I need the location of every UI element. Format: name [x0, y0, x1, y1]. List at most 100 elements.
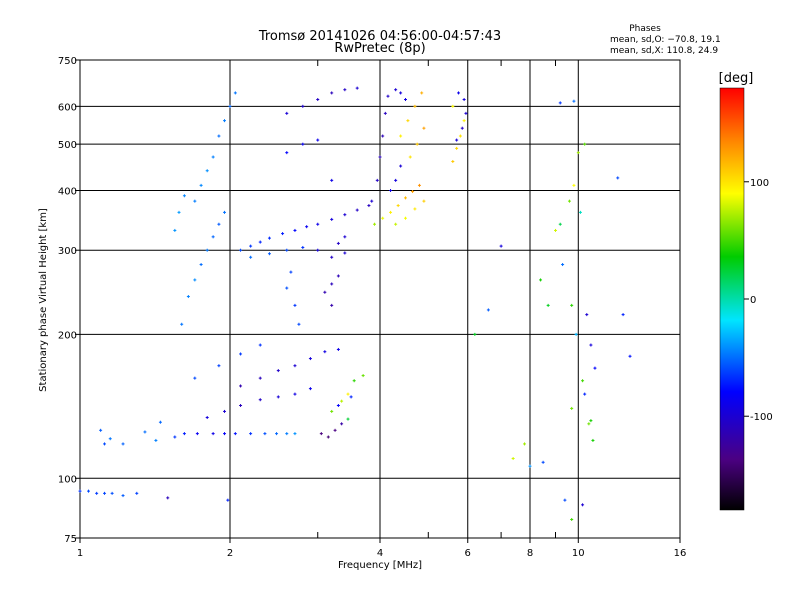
scatter-point [258, 240, 262, 244]
scatter-point [422, 199, 426, 203]
y-tick-label: 75 [64, 534, 77, 545]
scatter-point [258, 398, 262, 402]
scatter-point [186, 295, 190, 299]
scatter-point [293, 303, 297, 307]
scatter-point [173, 228, 177, 232]
scatter-point [574, 332, 578, 336]
scatter-point [336, 347, 340, 351]
scatter-point [336, 241, 340, 245]
scatter-point [233, 91, 237, 95]
scatter-point [340, 399, 344, 403]
scatter-point [406, 119, 410, 123]
scatter-point [394, 88, 398, 92]
scatter-point [336, 274, 340, 278]
scatter-point [370, 199, 374, 203]
scatter-point [285, 151, 289, 155]
x-tick-label: 10 [572, 548, 585, 559]
scatter-point [616, 176, 620, 180]
phase-box-x-line: mean, sd,X: 110.8, 24.9 [610, 46, 718, 56]
scatter-point [239, 384, 243, 388]
chart-subtitle: RwPretec (8p) [334, 41, 425, 56]
scatter-point [333, 428, 337, 432]
scatter-point [211, 432, 215, 436]
scatter-point [330, 91, 334, 95]
scatter-point [403, 98, 407, 102]
scatter-point [330, 282, 334, 286]
y-tick-label: 500 [58, 140, 77, 151]
scatter-point [567, 199, 571, 203]
colorbar-tick-label: -100 [750, 412, 773, 423]
scatter-point [323, 290, 327, 294]
scatter-point [223, 210, 227, 214]
phase-box-o-line: mean, sd,O: −70.8, 19.1 [610, 35, 721, 45]
y-tick-label: 750 [58, 56, 77, 67]
y-tick-label: 100 [58, 474, 77, 485]
scatter-point [223, 119, 227, 123]
scatter-point [457, 91, 461, 95]
scatter-point [78, 489, 82, 493]
scatter-point [563, 498, 567, 502]
scatter-point [143, 430, 147, 434]
scatter-point [581, 379, 585, 383]
scatter-point [462, 119, 466, 123]
chart-title: Tromsø 20141026 04:56:00-04:57:43 [258, 29, 501, 44]
scatter-point [570, 406, 574, 410]
scatter-point [464, 111, 468, 115]
colorbar-gradient [719, 87, 745, 511]
scatter-point [373, 222, 377, 226]
scatter-point [396, 204, 400, 208]
scatter-point [330, 178, 334, 182]
scatter-point [195, 432, 199, 436]
scatter-point [293, 432, 297, 436]
scatter-point [499, 244, 503, 248]
scatter-point [343, 88, 347, 92]
x-tick-label: 6 [465, 548, 471, 559]
scatter-point [276, 395, 280, 399]
scatter-point [403, 216, 407, 220]
x-tick-label: 16 [674, 548, 687, 559]
scatter-point [343, 251, 347, 255]
scatter-point [217, 134, 221, 138]
scatter-point [316, 138, 320, 142]
scatter-point [455, 138, 459, 142]
scatter-point [285, 432, 289, 436]
scatter-point [528, 464, 532, 468]
scatter-point [301, 245, 305, 249]
scatter-point [316, 98, 320, 102]
scatter-point [95, 491, 99, 495]
scatter-point [340, 422, 344, 426]
scatter-point [233, 432, 237, 436]
scatter-point [383, 111, 387, 115]
scatter-point [572, 99, 576, 103]
scatter-point [293, 392, 297, 396]
scatter-point [193, 376, 197, 380]
x-tick-label: 8 [527, 548, 533, 559]
scatter-point [511, 456, 515, 460]
scatter-point [539, 278, 543, 282]
scatter-point [308, 357, 312, 361]
scatter-point [399, 91, 403, 95]
data-points [78, 86, 632, 521]
x-axis-label: Frequency [MHz] [338, 560, 422, 571]
scatter-point [205, 169, 209, 173]
scatter-point [561, 263, 565, 267]
scatter-point [570, 517, 574, 521]
scatter-point [403, 196, 407, 200]
scatter-point [589, 419, 593, 423]
scatter-point [285, 111, 289, 115]
scatter-point [182, 194, 186, 198]
scatter-point [330, 255, 334, 259]
scatter-point [473, 332, 477, 336]
colorbar-label: [deg] [719, 71, 754, 86]
scatter-point [458, 134, 462, 138]
scatter-point [166, 496, 170, 500]
scatter-point [217, 222, 221, 226]
scatter-point [289, 270, 293, 274]
scatter-point [177, 210, 181, 214]
scatter-point [378, 155, 382, 159]
x-tick-label: 1 [77, 548, 83, 559]
scatter-point [583, 142, 587, 146]
scatter-point [86, 489, 90, 493]
scatter-point [316, 222, 320, 226]
scatter-point [346, 417, 350, 421]
